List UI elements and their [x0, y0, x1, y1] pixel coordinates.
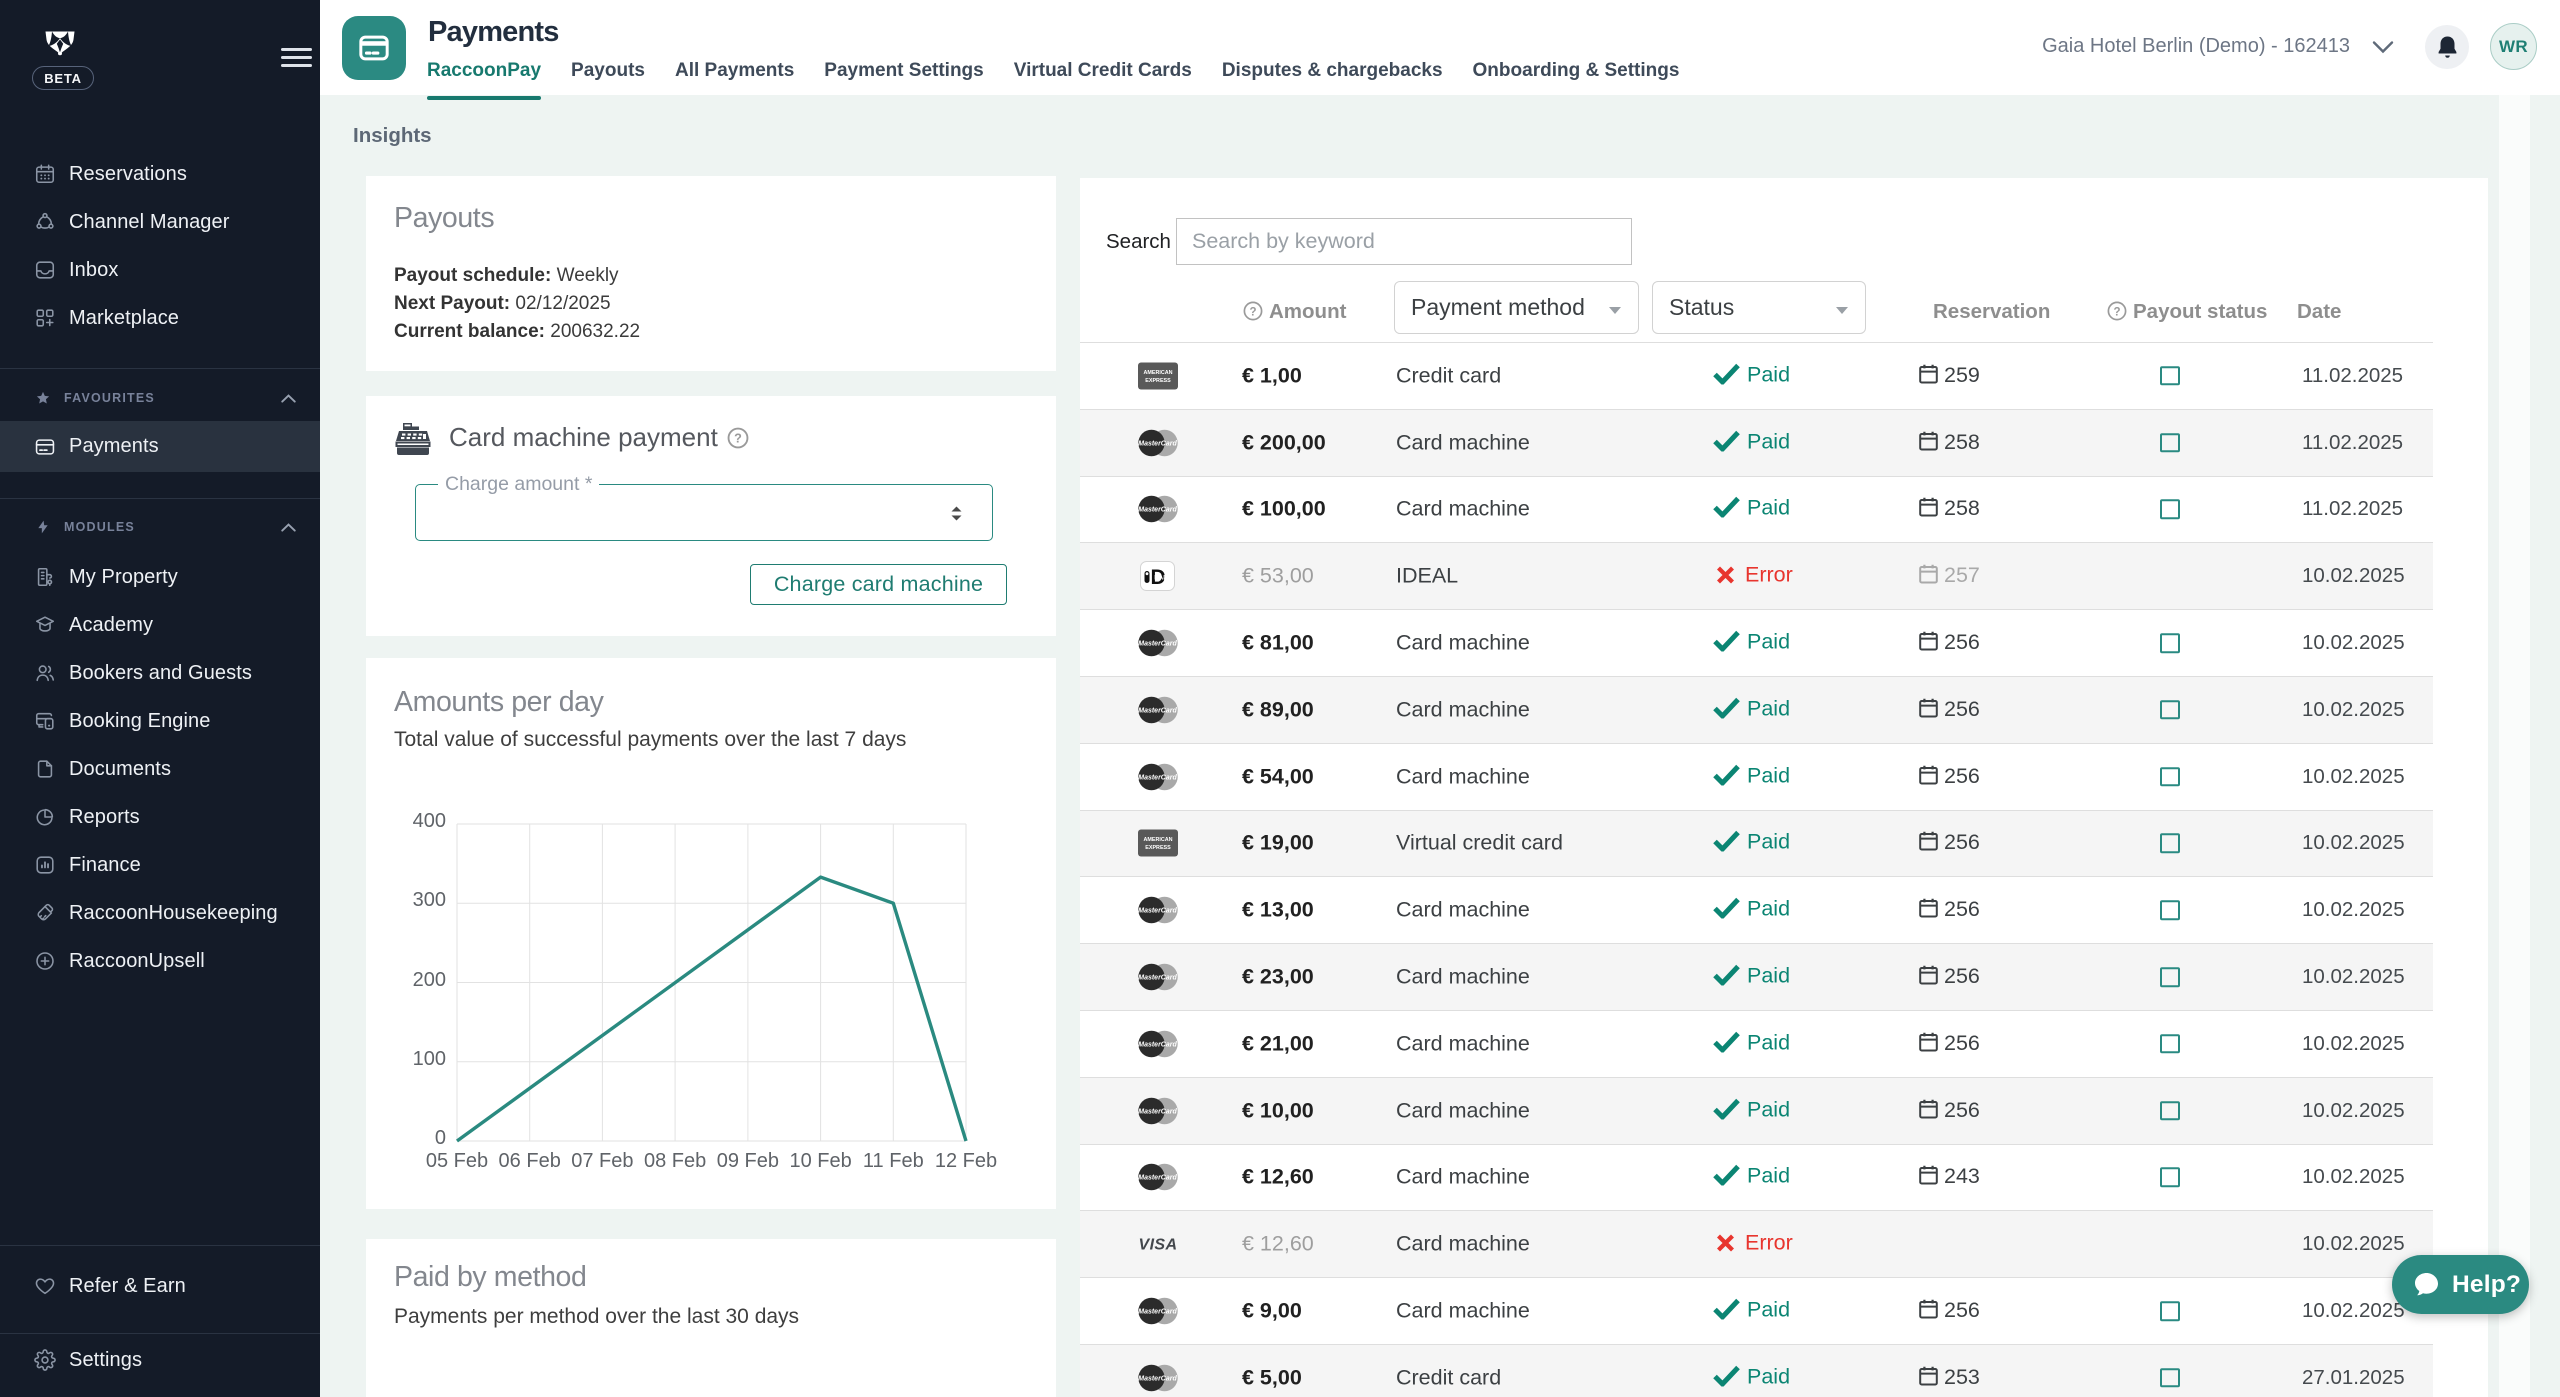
svg-text:EAL: EAL: [1154, 575, 1167, 582]
svg-text:MasterCard: MasterCard: [1138, 641, 1177, 648]
svg-text:VISA: VISA: [1139, 1237, 1178, 1253]
svg-text:MasterCard: MasterCard: [1138, 1041, 1177, 1048]
svg-text:D: D: [1151, 566, 1166, 589]
svg-text:MasterCard: MasterCard: [1138, 1309, 1177, 1316]
svg-text:MasterCard: MasterCard: [1138, 707, 1177, 714]
svg-text:?: ?: [734, 432, 742, 446]
svg-text:MasterCard: MasterCard: [1138, 975, 1177, 982]
svg-text:MasterCard: MasterCard: [1138, 908, 1177, 915]
svg-text:MasterCard: MasterCard: [1138, 440, 1177, 447]
svg-text:MasterCard: MasterCard: [1138, 1375, 1177, 1382]
svg-text:MasterCard: MasterCard: [1138, 1175, 1177, 1182]
svg-text:?: ?: [2113, 306, 2120, 318]
svg-text:MasterCard: MasterCard: [1138, 1108, 1177, 1115]
svg-text:EXPRESS: EXPRESS: [1145, 378, 1171, 384]
svg-text:AMERICAN: AMERICAN: [1143, 837, 1172, 843]
svg-text:EXPRESS: EXPRESS: [1145, 845, 1171, 851]
svg-text:AMERICAN: AMERICAN: [1143, 370, 1172, 376]
svg-text:MasterCard: MasterCard: [1138, 507, 1177, 514]
svg-text:MasterCard: MasterCard: [1138, 774, 1177, 781]
svg-text:?: ?: [1249, 306, 1256, 318]
